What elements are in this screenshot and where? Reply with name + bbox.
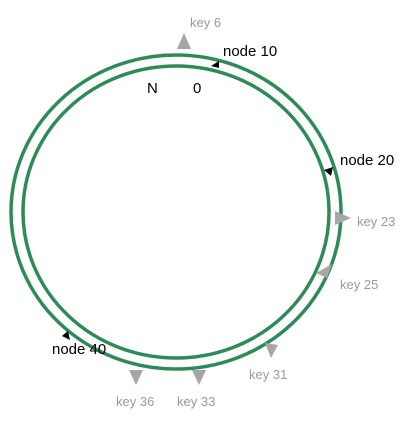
key-23-arrow: [335, 211, 351, 225]
node-10-label: node 10: [223, 43, 277, 60]
key-6-label: key 6: [190, 15, 221, 30]
key-31-arrow: [265, 343, 278, 358]
key-6-arrow: [177, 33, 191, 49]
key-33-arrow: [192, 370, 206, 385]
key-31: key 31: [249, 343, 287, 382]
key-6: key 6: [177, 15, 221, 49]
key-36-arrow: [129, 370, 143, 385]
node-20-label: node 20: [340, 152, 394, 169]
inner-ring: [21, 64, 331, 360]
hash-ring: [9, 53, 343, 371]
key-33-label: key 33: [177, 394, 215, 409]
key-23: key 23: [335, 211, 395, 229]
node-20-marker: [324, 167, 333, 176]
node-40-label: node 40: [52, 341, 106, 358]
ring-zero-label: 0: [193, 80, 201, 97]
key-36-label: key 36: [116, 394, 154, 409]
node-10-marker: [211, 61, 219, 68]
node-40-marker: [62, 331, 70, 340]
key-25: key 25: [316, 264, 378, 292]
node-40: node 40: [52, 331, 106, 358]
nodes-layer: node 10 node 20 node 40: [52, 43, 394, 358]
ring-start-label: N: [147, 80, 158, 97]
key-25-label: key 25: [340, 277, 378, 292]
key-25-arrow: [316, 264, 332, 278]
keys-layer: key 6 key 23 key 25 key 31 key 33 key 36: [116, 15, 395, 409]
node-10: node 10: [211, 43, 277, 68]
key-31-label: key 31: [249, 367, 287, 382]
key-23-label: key 23: [357, 214, 395, 229]
node-20: node 20: [324, 152, 394, 176]
outer-ring: [9, 53, 343, 371]
key-33: key 33: [177, 370, 215, 409]
key-36: key 36: [116, 370, 154, 409]
